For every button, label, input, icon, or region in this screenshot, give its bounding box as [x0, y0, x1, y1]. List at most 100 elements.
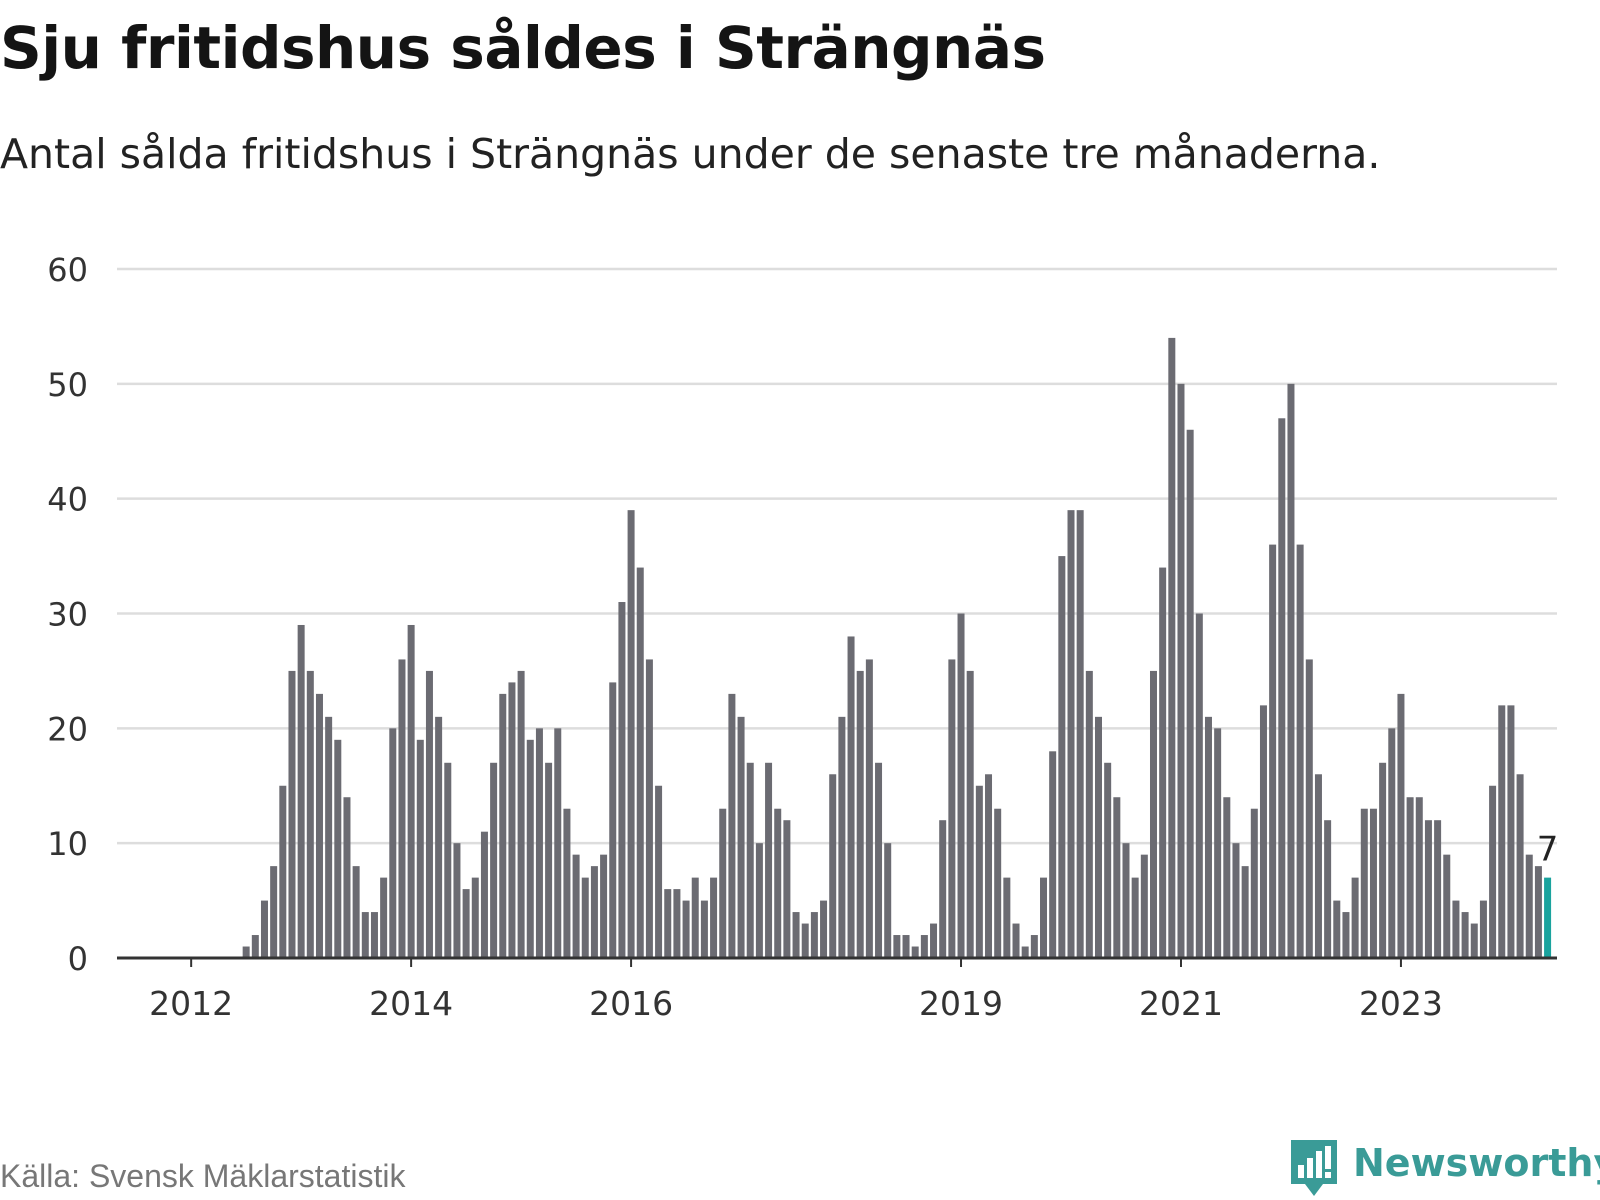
bar [856, 670, 864, 958]
bars [242, 337, 1552, 958]
bar [1177, 383, 1185, 958]
bar [765, 762, 773, 958]
highlight-value-label: 7 [1537, 830, 1559, 870]
bar [444, 762, 452, 958]
bar [581, 877, 589, 958]
chart-subtitle: Antal sålda fritidshus i Strängnäs under… [0, 130, 1381, 178]
bar [1424, 820, 1432, 958]
bar [370, 912, 378, 958]
bar [865, 659, 873, 958]
bar [1434, 820, 1442, 958]
bar [920, 935, 928, 958]
bar [1470, 923, 1478, 958]
bar [700, 900, 708, 958]
bar [251, 935, 259, 958]
x-tick-label: 2014 [369, 984, 453, 1023]
bar [315, 693, 323, 958]
bar [1415, 797, 1423, 958]
bar [554, 728, 562, 958]
bar [755, 843, 763, 958]
bar [499, 693, 507, 958]
bar [719, 808, 727, 958]
y-tick-label: 30 [47, 596, 88, 634]
bar [911, 946, 919, 958]
bar [948, 659, 956, 958]
bar [792, 912, 800, 958]
bar [1085, 670, 1093, 958]
bar [1489, 785, 1497, 958]
bar [975, 785, 983, 958]
bar [297, 624, 305, 958]
bar [1040, 877, 1048, 958]
y-tick-label: 60 [47, 251, 88, 289]
bar [1095, 716, 1102, 958]
bar [627, 510, 635, 958]
bar [994, 808, 1002, 958]
bar [783, 820, 791, 958]
bar [1516, 774, 1524, 958]
bar [462, 889, 470, 958]
y-tick-label: 40 [47, 481, 88, 519]
bar [380, 877, 388, 958]
bar [1186, 429, 1194, 958]
bar [279, 785, 287, 958]
bar [1342, 912, 1350, 958]
bar [893, 935, 901, 958]
bar [389, 728, 397, 958]
bar-highlight [1544, 877, 1552, 958]
bar [1278, 418, 1286, 958]
x-tick-label: 2021 [1139, 984, 1223, 1023]
bar [1058, 556, 1066, 958]
bar [471, 877, 479, 958]
source-note: Källa: Svensk Mäklarstatistik [0, 1158, 406, 1194]
bar [847, 636, 855, 958]
grid-lines [117, 267, 1557, 845]
bar [1314, 774, 1322, 958]
bar [416, 739, 424, 958]
bar [590, 866, 598, 958]
bar [352, 866, 360, 958]
bar [1269, 544, 1277, 958]
bar [242, 946, 250, 958]
bar [1305, 659, 1313, 958]
bar [1259, 705, 1267, 958]
newsworthy-logo[interactable]: Newsworthy [1289, 1138, 1600, 1200]
chart-title: Sju fritidshus såldes i Strängnäs [0, 14, 1046, 82]
bar [710, 877, 718, 958]
bar [902, 935, 910, 958]
bar [1406, 797, 1414, 958]
bar [361, 912, 369, 958]
bar [1296, 544, 1304, 958]
bar [636, 567, 644, 958]
bar [1333, 900, 1341, 958]
bar [985, 774, 993, 958]
bar [1324, 820, 1332, 958]
bar [737, 716, 745, 958]
bar [1030, 935, 1038, 958]
bar [563, 808, 571, 958]
bar [545, 762, 553, 958]
bar [508, 682, 516, 958]
bar [1223, 797, 1231, 958]
bar [1204, 716, 1212, 958]
x-tick-label: 2023 [1359, 984, 1443, 1023]
bar [1461, 912, 1469, 958]
bar [875, 762, 883, 958]
bar [1122, 843, 1130, 958]
bar [1507, 705, 1515, 958]
bar [884, 843, 892, 958]
brand-name: Newsworthy [1353, 1141, 1600, 1185]
bar [1159, 567, 1167, 958]
bar [957, 613, 965, 958]
bar [1498, 705, 1506, 958]
bar-chart-speech-bubble-icon [1291, 1140, 1337, 1196]
bar [1067, 510, 1075, 958]
x-axis: 2012 2014 2016 2019 2021 2023 [117, 956, 1557, 1023]
bar [1149, 670, 1157, 958]
bar [572, 854, 580, 958]
bar [1113, 797, 1121, 958]
bar [682, 900, 690, 958]
bar [829, 774, 837, 958]
bar [1076, 510, 1084, 958]
